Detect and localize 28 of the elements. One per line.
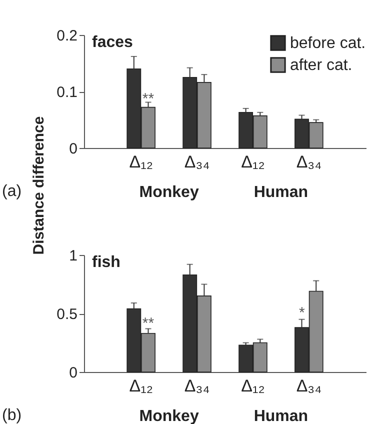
y-tick-label: 0.5 bbox=[56, 306, 78, 323]
x-tick-label: Δ₁₂ bbox=[241, 376, 265, 396]
y-tick-label: 0 bbox=[69, 364, 78, 382]
x-tick-label: Δ₁₂ bbox=[129, 152, 153, 172]
text: (a) bbox=[2, 183, 22, 200]
annotation: ** bbox=[142, 314, 154, 332]
y-tick-label: 0.1 bbox=[56, 84, 78, 101]
text: Monkey bbox=[139, 184, 199, 201]
x-tick-label: Δ₃₄ bbox=[184, 152, 210, 172]
y-axis-title: Distance difference bbox=[30, 116, 48, 255]
chart-title: faces bbox=[92, 34, 134, 51]
annotation: * bbox=[299, 304, 306, 322]
x-tick-label: Δ₃₄ bbox=[296, 152, 322, 172]
x-tick-label: Δ₃₄ bbox=[296, 376, 322, 396]
text: (b) bbox=[2, 407, 22, 424]
text: Human bbox=[254, 184, 308, 201]
text: Human bbox=[254, 408, 308, 424]
x-tick-label: Δ₁₂ bbox=[241, 152, 265, 172]
annotation: ** bbox=[142, 90, 154, 108]
legend-label: before cat. bbox=[290, 35, 366, 52]
y-tick-label: 0.2 bbox=[56, 28, 78, 44]
y-tick-label: 0 bbox=[69, 140, 78, 158]
y-tick-label: 1 bbox=[69, 248, 78, 264]
legend-label: after cat. bbox=[290, 57, 352, 74]
x-tick-label: Δ₁₂ bbox=[129, 376, 153, 396]
x-tick-label: Δ₃₄ bbox=[184, 376, 210, 396]
chart-title: fish bbox=[92, 254, 120, 271]
text: Monkey bbox=[139, 408, 199, 424]
